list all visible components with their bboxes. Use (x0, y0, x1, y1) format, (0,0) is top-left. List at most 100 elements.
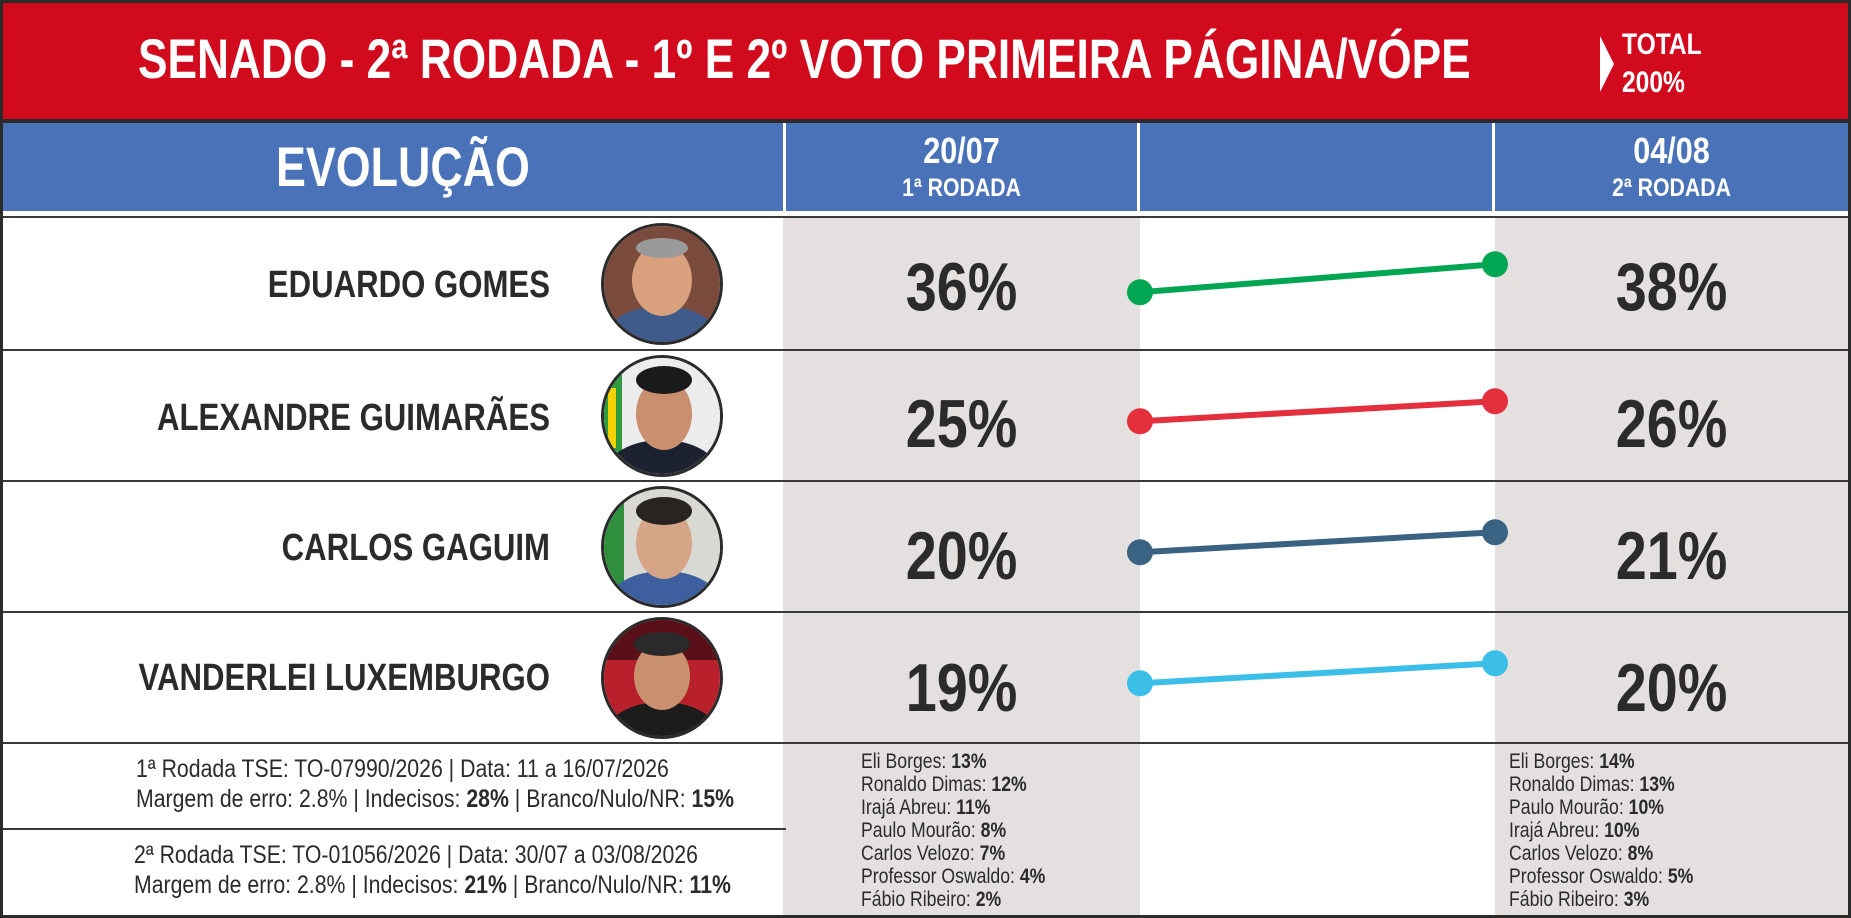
candidate-photo (601, 355, 723, 477)
other-candidate-item: Paulo Mourão: 8% (861, 819, 1045, 842)
other-candidate-item: Carlos Velozo: 8% (1509, 842, 1693, 865)
other-candidate-name: Paulo Mourão: (861, 819, 981, 842)
round2-margin-info: Margem de erro: 2.8% | Indecisos: 21% | … (134, 872, 731, 898)
header-divider (0, 119, 1851, 123)
other-candidate-name: Eli Borges: (861, 750, 952, 773)
other-candidate-item: Professor Oswaldo: 4% (861, 865, 1045, 888)
candidate-photo (601, 617, 723, 739)
row-divider (0, 216, 1851, 218)
row-divider (0, 742, 1851, 744)
other-candidate-value: 11% (956, 796, 991, 819)
round1-margin-info: Margem de erro: 2.8% | Indecisos: 28% | … (136, 786, 734, 812)
other-candidate-item: Fábio Ribeiro: 3% (1509, 888, 1693, 911)
frame-border (1848, 0, 1851, 918)
candidate-photo (601, 486, 723, 608)
round2-point (1482, 388, 1508, 415)
other-candidate-value: 12% (991, 773, 1027, 796)
other-candidate-name: Ronaldo Dimas: (861, 773, 992, 796)
round1-percentage: 20% (905, 518, 1018, 594)
round1-percentage: 36% (905, 249, 1018, 325)
candidate-name: CARLOS GAGUIM (281, 527, 550, 569)
other-candidate-name: Carlos Velozo: (861, 842, 980, 865)
others-round2-list: Eli Borges: 14% Ronaldo Dimas: 13% Paulo M… (1509, 750, 1693, 911)
round2-point (1482, 251, 1508, 278)
others-round1-list: Eli Borges: 13% Ronaldo Dimas: 12% Irajá A… (861, 750, 1045, 911)
other-candidate-item: Paulo Mourão: 10% (1509, 796, 1693, 819)
other-candidate-item: Fábio Ribeiro: 2% (861, 888, 1045, 911)
trend-header-cell (1140, 123, 1492, 211)
round2-date: 04/08 (1633, 130, 1710, 171)
total-value: 200% (1622, 66, 1685, 99)
candidate-name: EDUARDO GOMES (267, 264, 550, 306)
other-candidate-name: Irajá Abreu: (861, 796, 957, 819)
round1-indecisos: 28% (466, 785, 509, 813)
trend-line (1139, 398, 1496, 425)
round2-label: 2ª RODADA (1612, 174, 1731, 202)
round1-margin-text: Margem de erro: 2.8% | Indecisos: (136, 785, 467, 813)
other-candidate-value: 10% (1604, 819, 1640, 842)
row-divider (0, 349, 1851, 351)
round2-point (1482, 519, 1508, 546)
round2-percentage: 38% (1615, 249, 1728, 325)
round1-percentage: 19% (905, 650, 1018, 726)
alexandre-guimaraes-photo (604, 358, 720, 474)
round2-branco-label: | Branco/Nulo/NR: (506, 871, 690, 899)
other-candidate-value: 10% (1628, 796, 1664, 819)
row-divider (0, 611, 1851, 613)
round2-percentage: 20% (1615, 650, 1728, 726)
other-candidate-name: Irajá Abreu: (1509, 819, 1605, 842)
round1-point (1127, 670, 1153, 697)
page-title: SENADO - 2ª RODADA - 1º E 2º VOTO PRIMEI… (138, 27, 1471, 90)
other-candidate-name: Professor Oswaldo: (1509, 865, 1668, 888)
round1-header-cell (786, 123, 1137, 211)
round1-branco-label: | Branco/Nulo/NR: (508, 785, 692, 813)
carlos-gaguim-photo (604, 489, 720, 605)
total-label: TOTAL (1622, 28, 1702, 61)
other-candidate-value: 4% (1019, 865, 1046, 888)
round1-label: 1ª RODADA (902, 174, 1021, 202)
frame-border (0, 0, 3, 918)
round1-point (1127, 408, 1153, 435)
other-candidate-item: Ronaldo Dimas: 12% (861, 773, 1045, 796)
other-candidate-value: 13% (951, 750, 987, 773)
trend-line (1139, 261, 1496, 296)
round2-percentage: 26% (1615, 386, 1728, 462)
frame-border (0, 915, 1851, 918)
other-candidate-name: Carlos Velozo: (1509, 842, 1628, 865)
other-candidate-item: Ronaldo Dimas: 13% (1509, 773, 1693, 796)
round1-branco: 15% (691, 785, 735, 813)
other-candidate-item: Professor Oswaldo: 5% (1509, 865, 1693, 888)
header-gap (0, 211, 1851, 218)
row-divider (0, 480, 1851, 482)
eduardo-gomes-photo (604, 226, 720, 342)
trend-line (1139, 529, 1496, 556)
round2-point (1482, 650, 1508, 677)
round1-point (1127, 539, 1153, 566)
other-candidate-value: 8% (1627, 842, 1654, 865)
other-candidate-item: Eli Borges: 13% (861, 750, 1045, 773)
other-candidate-item: Irajá Abreu: 10% (1509, 819, 1693, 842)
other-candidate-item: Eli Borges: 14% (1509, 750, 1693, 773)
round1-column-background (783, 218, 1140, 915)
other-candidate-name: Fábio Ribeiro: (861, 888, 976, 911)
trend-line (1139, 660, 1496, 687)
round1-date: 20/07 (923, 130, 1000, 171)
round1-survey-info: 1ª Rodada TSE: TO-07990/2026 | Data: 11 … (136, 755, 669, 783)
chevron-right-icon (1600, 36, 1614, 92)
round2-branco: 11% (689, 871, 731, 899)
vanderlei-luxemburgo-photo (604, 620, 720, 736)
other-candidate-name: Professor Oswaldo: (861, 865, 1020, 888)
other-candidate-value: 5% (1667, 865, 1694, 888)
other-candidate-name: Eli Borges: (1509, 750, 1600, 773)
other-candidate-name: Ronaldo Dimas: (1509, 773, 1640, 796)
round2-header-cell (1495, 123, 1848, 211)
other-candidate-item: Carlos Velozo: 7% (861, 842, 1045, 865)
evolucao-header-cell (3, 123, 783, 211)
candidate-photo (601, 223, 723, 345)
round2-column-background (1495, 218, 1848, 915)
candidate-name: VANDERLEI LUXEMBURGO (138, 657, 550, 699)
trend-lines-chart (1127, 251, 1508, 697)
other-candidate-name: Fábio Ribeiro: (1509, 888, 1624, 911)
round1-point (1127, 279, 1153, 306)
